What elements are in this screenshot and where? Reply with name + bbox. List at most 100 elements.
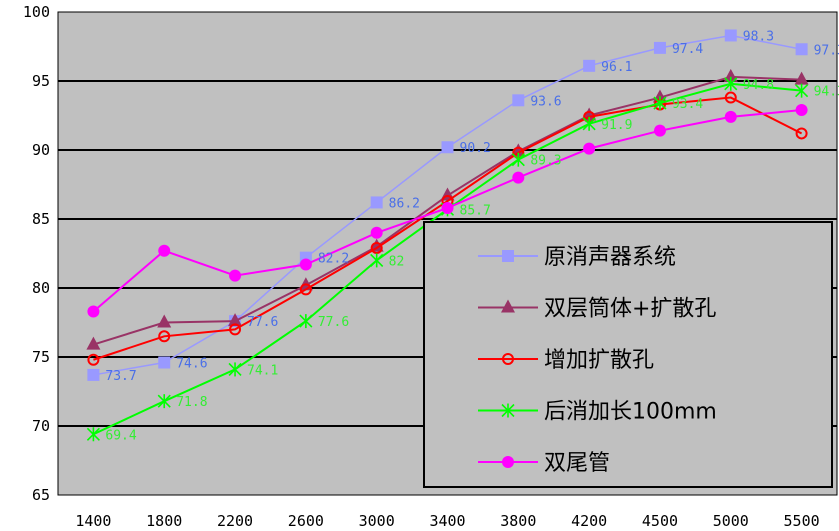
data-point xyxy=(87,368,100,381)
data-point xyxy=(795,83,809,98)
x-tick-label: 3000 xyxy=(359,512,395,530)
data-point xyxy=(87,353,100,366)
data-point xyxy=(724,76,738,91)
data-label: 98.3 xyxy=(743,29,774,44)
data-point xyxy=(369,238,384,252)
data-point xyxy=(582,116,596,131)
data-point xyxy=(795,127,808,140)
legend-label: 增加扩散孔 xyxy=(544,348,654,373)
data-point xyxy=(86,336,101,350)
data-point xyxy=(86,427,100,442)
data-point xyxy=(724,91,737,104)
data-label: 77.6 xyxy=(318,315,349,330)
data-point xyxy=(370,226,383,239)
data-point xyxy=(158,330,171,343)
data-point xyxy=(370,253,384,268)
y-tick-label: 65 xyxy=(32,486,50,504)
data-point xyxy=(583,59,596,72)
data-label: 96.1 xyxy=(601,60,632,75)
x-tick-label: 5000 xyxy=(713,512,749,530)
data-point xyxy=(583,142,596,155)
data-point xyxy=(299,258,312,271)
data-point xyxy=(512,94,525,107)
x-tick-label: 2600 xyxy=(288,512,324,530)
y-tick-label: 80 xyxy=(32,279,50,297)
data-label: 69.4 xyxy=(105,428,136,443)
y-tick-label: 90 xyxy=(32,141,50,159)
data-label: 74.1 xyxy=(247,363,278,378)
data-point xyxy=(299,283,312,296)
data-label: 94.3 xyxy=(814,85,839,100)
data-label: 74.6 xyxy=(176,357,207,372)
data-label: 82.2 xyxy=(318,252,349,267)
x-tick-label: 3400 xyxy=(429,512,465,530)
data-point xyxy=(795,103,808,116)
data-point xyxy=(157,394,171,409)
y-tick-label: 85 xyxy=(32,210,50,228)
series-4 xyxy=(87,103,808,318)
legend-marker xyxy=(502,456,514,468)
data-point xyxy=(228,313,243,327)
data-point xyxy=(157,314,172,328)
data-point xyxy=(87,305,100,318)
data-point xyxy=(441,201,454,214)
y-tick-label: 70 xyxy=(32,417,50,435)
data-label: 93.6 xyxy=(530,94,561,109)
legend-label: 后消加长100mm xyxy=(544,400,717,425)
data-point xyxy=(794,71,809,85)
data-label: 94.8 xyxy=(743,78,774,93)
data-label: 85.7 xyxy=(460,203,491,218)
data-point xyxy=(158,356,171,369)
data-point xyxy=(653,41,666,54)
x-tick-label: 1400 xyxy=(75,512,111,530)
legend-label: 双尾管 xyxy=(544,451,610,476)
data-point xyxy=(229,269,242,282)
data-point xyxy=(511,152,525,167)
data-label: 90.2 xyxy=(460,141,491,156)
legend-marker xyxy=(501,299,515,313)
data-point xyxy=(299,314,313,329)
x-tick-label: 3800 xyxy=(500,512,536,530)
data-point xyxy=(723,68,738,82)
data-label: 97.3 xyxy=(814,43,839,58)
data-label: 93.4 xyxy=(672,97,703,112)
x-tick-label: 4500 xyxy=(642,512,678,530)
data-label: 82 xyxy=(389,254,405,269)
data-point xyxy=(724,110,737,123)
data-label: 77.6 xyxy=(247,315,278,330)
data-label: 97.4 xyxy=(672,42,703,57)
data-label: 71.8 xyxy=(176,395,207,410)
legend-marker xyxy=(501,403,515,418)
legend-box xyxy=(423,221,833,488)
legend-marker xyxy=(502,250,514,262)
y-tick-label: 100 xyxy=(23,3,50,21)
data-point xyxy=(511,143,526,157)
data-point xyxy=(229,323,242,336)
data-label: 89.3 xyxy=(530,154,561,169)
x-tick-label: 1800 xyxy=(146,512,182,530)
legend-label: 原消声器系统 xyxy=(544,245,676,270)
data-point xyxy=(228,362,242,377)
y-tick-label: 95 xyxy=(32,72,50,90)
data-point xyxy=(724,29,737,42)
data-point xyxy=(512,171,525,184)
data-point xyxy=(795,43,808,56)
data-point xyxy=(441,141,454,154)
data-label: 91.9 xyxy=(601,118,632,133)
data-point xyxy=(370,241,383,254)
data-label: 86.2 xyxy=(389,196,420,211)
data-point xyxy=(158,244,171,257)
legend-marker xyxy=(502,353,514,365)
x-tick-label: 4200 xyxy=(571,512,607,530)
data-point xyxy=(653,96,667,111)
x-tick-label: 5500 xyxy=(784,512,820,530)
x-tick-label: 2200 xyxy=(217,512,253,530)
data-point xyxy=(370,196,383,209)
data-label: 73.7 xyxy=(105,369,136,384)
y-tick-label: 75 xyxy=(32,348,50,366)
legend-label: 双层筒体+扩散孔 xyxy=(544,297,716,322)
series-line xyxy=(93,96,803,361)
data-point xyxy=(653,124,666,137)
